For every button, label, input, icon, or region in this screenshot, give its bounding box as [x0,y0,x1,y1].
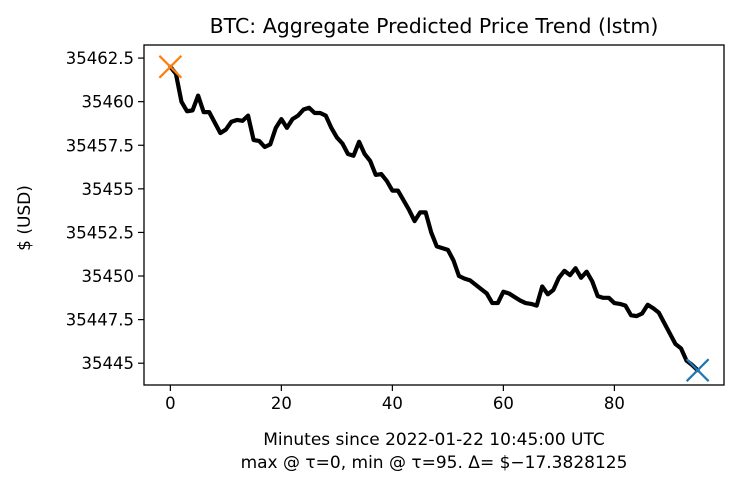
x-tick-label: 80 [604,394,625,413]
y-tick-label: 35452.5 [66,223,134,242]
x-axis-label: Minutes since 2022-01-22 10:45:00 UTC [263,430,605,450]
y-tick-label: 35445 [82,354,135,373]
y-axis: 35445 35447.5 35450 35452.5 35455 35457.5 3546… [66,49,144,373]
x-tick-label: 0 [165,394,176,413]
x-tick-label: 20 [271,394,292,413]
series-line-0 [168,64,700,373]
max-marker-stroke-b [158,55,183,79]
y-tick-label: 35450 [82,267,135,286]
min-marker-stroke-b [685,358,710,382]
chart-title: BTC: Aggregate Predicted Price Trend (ls… [210,14,659,38]
y-tick-label: 35447.5 [66,311,134,330]
y-tick-label: 35460 [82,93,135,112]
axes-frame [143,44,725,386]
max-marker [158,55,183,79]
y-tick-label: 35455 [82,180,135,199]
x-tick-label: 60 [493,394,514,413]
y-tick-label: 35462.5 [66,49,134,68]
x-axis: 0 20 40 60 80 [165,385,625,413]
y-axis-label: $ (USD) [15,185,35,251]
x-axis-sublabel: max @ τ=0, min @ τ=95. Δ= $−17.3828125 [241,453,628,473]
y-tick-label: 35457.5 [66,136,134,155]
plot-area [158,55,710,382]
min-marker [685,358,710,382]
x-tick-label: 40 [382,394,403,413]
